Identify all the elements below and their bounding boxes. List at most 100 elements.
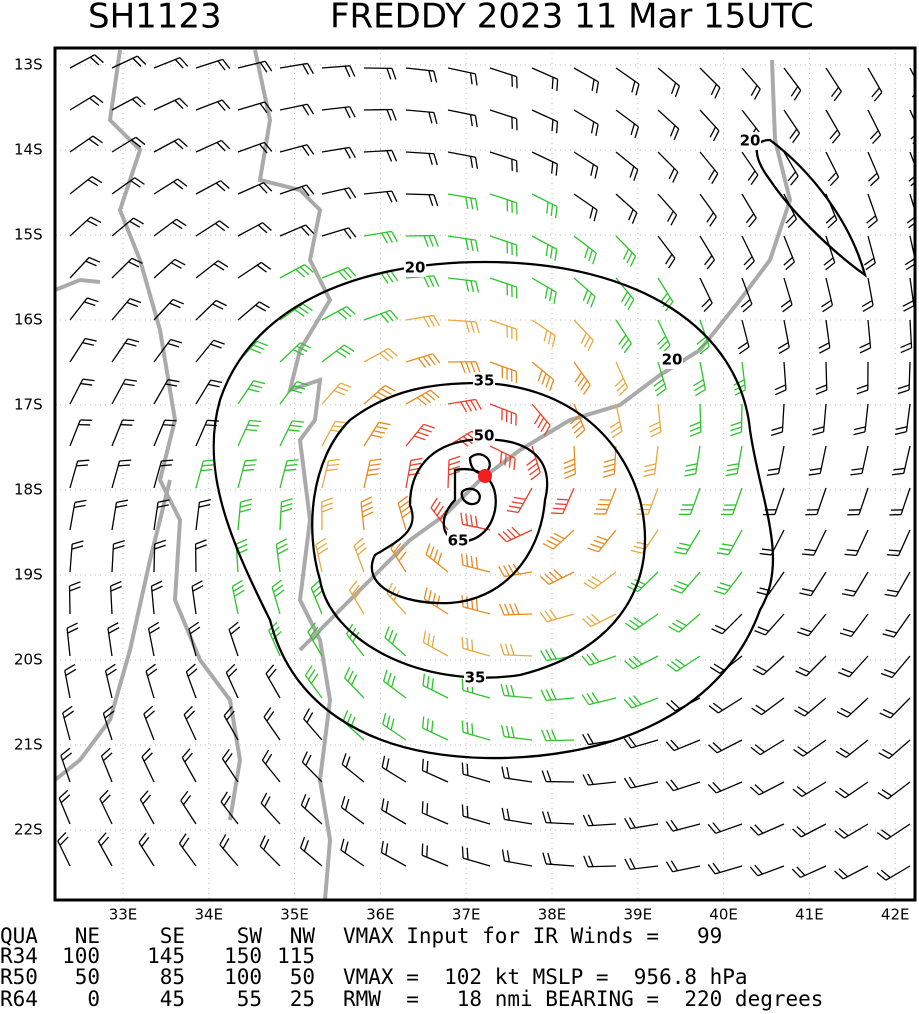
barb-feather <box>384 626 390 638</box>
barb-feather <box>675 658 686 667</box>
barb-feather <box>621 338 630 350</box>
barb-feather <box>391 150 398 162</box>
barb-feather <box>357 547 367 556</box>
barb-feather <box>778 346 790 355</box>
barb-feather <box>821 299 832 308</box>
barb-feather <box>386 231 393 243</box>
barb-feather <box>290 424 302 428</box>
barb-feather <box>113 545 125 550</box>
barb-feather <box>80 382 93 386</box>
barb-feather <box>684 473 696 477</box>
barb-feather <box>264 101 273 112</box>
barb-feather <box>353 537 364 547</box>
barb-feather <box>868 172 878 182</box>
barb-feather <box>549 246 553 259</box>
barb-feather <box>397 495 409 504</box>
barb-feather <box>422 673 426 686</box>
barb-feather <box>436 505 444 517</box>
barb-feather <box>603 468 615 473</box>
barb-feather <box>616 382 626 392</box>
barb-feather <box>427 590 432 602</box>
barb-feather <box>853 431 866 436</box>
barb-feather <box>569 415 580 425</box>
barb-feather <box>216 142 226 152</box>
barb-feather <box>368 463 381 467</box>
barb-feather <box>632 655 643 665</box>
barb-feather <box>685 463 698 467</box>
barb-feather <box>294 309 305 317</box>
barb-feather <box>508 456 512 468</box>
barb-feather <box>475 240 479 252</box>
barb-feather <box>176 218 187 227</box>
barb-feather <box>378 421 391 426</box>
barb-feather <box>818 342 830 349</box>
barb-feather <box>833 91 842 102</box>
barb-feather <box>590 121 595 134</box>
barb-feather <box>714 624 726 631</box>
barb-feather <box>633 616 644 625</box>
barb-feather <box>423 423 435 429</box>
barb-feather <box>795 670 807 677</box>
barb-feather <box>170 338 183 344</box>
barb-feather <box>82 342 95 346</box>
barb-feather <box>391 68 397 80</box>
barb-feather <box>145 663 156 672</box>
barb-feather <box>542 852 547 865</box>
barb-feather <box>228 668 238 678</box>
barb-feather <box>466 721 469 734</box>
barb-feather <box>321 502 333 508</box>
barb-feather <box>225 663 236 673</box>
barb-feather <box>884 593 897 597</box>
barb-feather <box>127 338 140 343</box>
barb-feather <box>547 852 552 865</box>
barb-feather <box>894 431 907 435</box>
barb-feather <box>866 215 877 224</box>
barb-feather <box>259 103 268 114</box>
barb-feather <box>433 549 439 561</box>
barb-feather <box>436 595 441 608</box>
barb-feather <box>575 429 586 439</box>
barb-feather <box>207 419 219 422</box>
barb-feather <box>339 347 351 355</box>
contour-label: 20 <box>662 351 683 369</box>
barb-feather <box>303 840 309 852</box>
labels: 13S 14S 15S 16S 17S 18S 19S 20S 21S 22S 33E 34E 35E 3… <box>0 56 909 1012</box>
barb-feather <box>344 147 351 159</box>
barb-feather <box>466 847 469 860</box>
barb-feather <box>429 546 435 558</box>
barb-feather <box>125 378 137 382</box>
barb-feather <box>716 586 729 591</box>
lon-label: 38E <box>538 906 567 924</box>
wind-barb <box>153 543 156 573</box>
barb-feather <box>316 542 328 551</box>
barb-feather <box>740 299 751 308</box>
table-cell: R64 <box>0 987 38 1011</box>
barb-feather <box>280 507 293 513</box>
barb-feather <box>745 213 755 224</box>
wind-barb <box>909 235 915 262</box>
barb-feather <box>631 212 638 224</box>
barb-feather <box>63 710 74 719</box>
barb-feather <box>873 91 883 102</box>
coastline <box>55 479 172 782</box>
barb-feather <box>586 615 596 625</box>
barb-feather <box>693 379 704 387</box>
barb-feather <box>844 588 857 593</box>
barb-feather <box>67 627 79 634</box>
barb-feather <box>301 186 310 197</box>
barb-feather <box>426 760 429 773</box>
barb-feather <box>115 504 128 508</box>
barb-feather <box>506 509 519 514</box>
barb-feather <box>910 134 915 140</box>
barb-feather <box>110 580 122 587</box>
barb-feather <box>299 266 310 276</box>
barb-feather <box>90 216 102 224</box>
barb-feather <box>501 766 505 779</box>
barb-feather <box>882 748 893 756</box>
barb-feather <box>85 337 97 342</box>
barb-feather <box>634 578 646 586</box>
barb-feather <box>220 180 230 189</box>
barb-feather <box>249 348 262 354</box>
barb-feather <box>745 260 755 271</box>
coastline <box>253 49 333 900</box>
